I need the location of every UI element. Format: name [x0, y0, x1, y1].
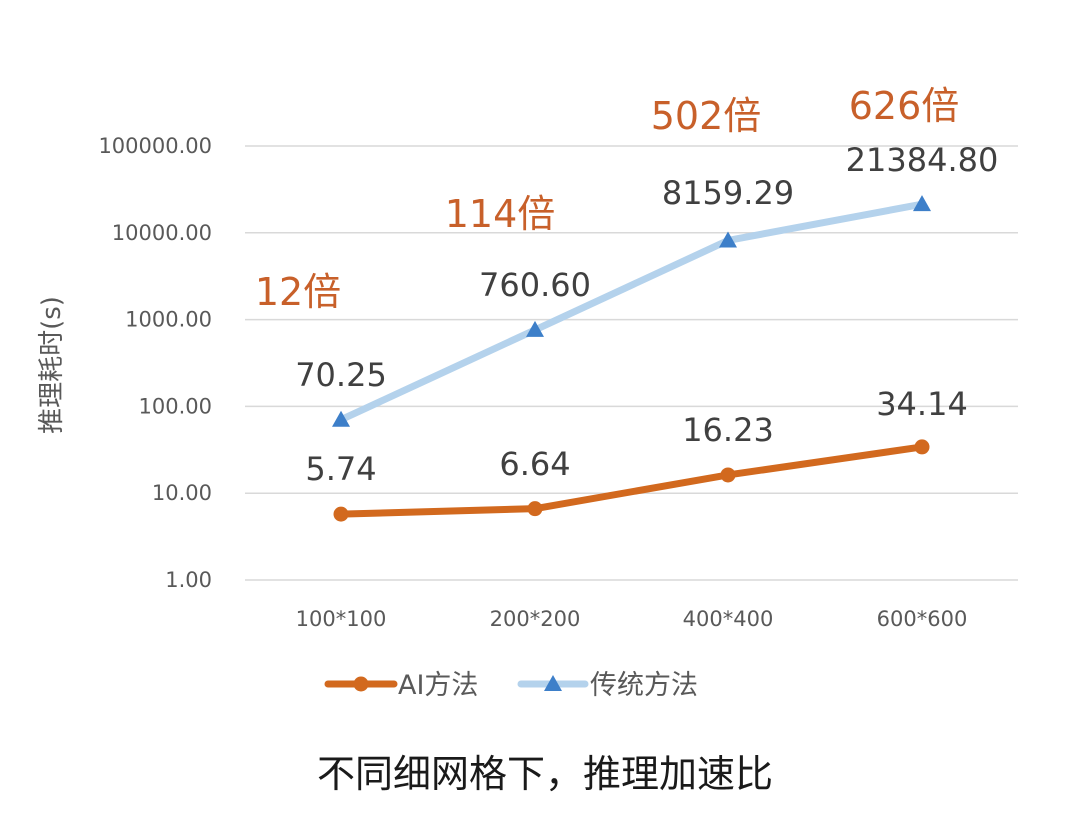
x-axis-ticks: 100*100 200*200 400*400 600*600 — [296, 607, 968, 631]
traditional-method-marker — [913, 195, 931, 212]
ratio-annotations: 12倍 114倍 502倍 626倍 — [255, 84, 959, 314]
x-tick-label: 400*400 — [683, 607, 774, 631]
traditional-method-marker — [526, 320, 544, 337]
ai-method-line — [337, 443, 926, 518]
y-axis-label: 推理耗时(s) — [37, 296, 67, 434]
ai-method-data-label: 5.74 — [305, 450, 376, 488]
chart-title: 不同细网格下，推理加速比 — [317, 752, 773, 796]
y-tick-label: 100.00 — [139, 394, 212, 418]
y-tick-label: 1000.00 — [125, 308, 212, 332]
y-tick-label: 1.00 — [165, 568, 212, 592]
legend-ai-marker — [353, 676, 369, 692]
ai-method-marker — [720, 467, 736, 483]
series-layer — [332, 195, 931, 522]
y-tick-label: 10000.00 — [112, 221, 212, 245]
y-tick-label: 100000.00 — [98, 134, 212, 158]
ai-method-data-label: 16.23 — [682, 411, 774, 449]
traditional-method-marker — [719, 231, 737, 248]
speedup-annotation: 502倍 — [651, 94, 762, 138]
legend-traditional-label: 传统方法 — [590, 670, 698, 701]
data-labels: 70.25 760.60 8159.29 21384.80 5.74 6.64 16.23 3… — [295, 141, 998, 488]
ai-method-data-label: 34.14 — [876, 385, 968, 423]
ai-method-marker — [527, 501, 543, 517]
legend-ai-label: AI方法 — [398, 670, 478, 701]
traditional-method-data-label: 21384.80 — [846, 141, 999, 179]
legend: AI方法 传统方法 — [324, 670, 698, 701]
y-axis-ticks: 1.00 10.00 100.00 1000.00 10000.00 100000.00 — [98, 134, 212, 592]
x-tick-label: 100*100 — [296, 607, 387, 631]
traditional-method-data-label: 8159.29 — [662, 174, 794, 212]
traditional-method-data-label: 760.60 — [479, 266, 591, 304]
ai-method-marker — [333, 506, 349, 522]
traditional-method-line — [337, 200, 926, 424]
speedup-annotation: 114倍 — [445, 192, 556, 236]
legend-traditional-marker — [544, 675, 562, 691]
speedup-annotation: 626倍 — [849, 84, 960, 128]
x-tick-label: 600*600 — [877, 607, 968, 631]
traditional-method-marker — [332, 410, 350, 427]
y-tick-label: 10.00 — [152, 481, 212, 505]
ai-method-data-label: 6.64 — [499, 445, 570, 483]
ai-method-marker — [914, 439, 930, 455]
x-tick-label: 200*200 — [490, 607, 581, 631]
traditional-method-data-label: 70.25 — [295, 356, 387, 394]
speedup-annotation: 12倍 — [255, 270, 341, 314]
